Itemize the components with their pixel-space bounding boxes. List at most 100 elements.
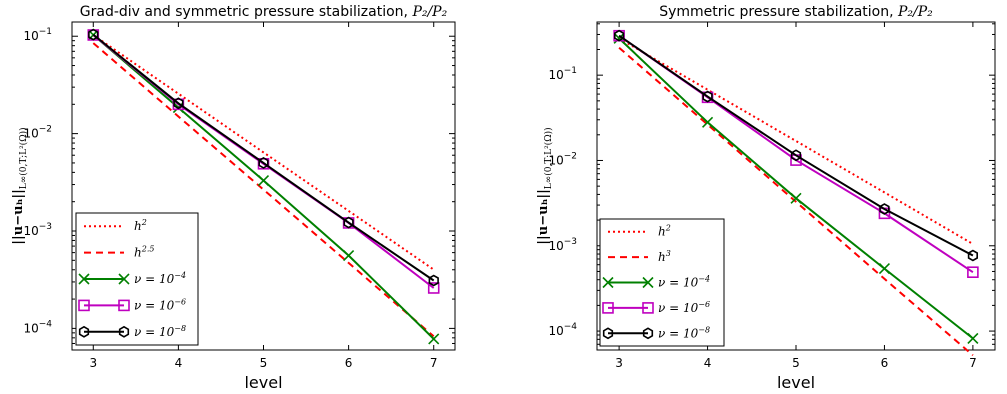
y-tick-exponent: −1 <box>564 66 577 76</box>
series-1 <box>618 37 974 245</box>
data-point <box>790 149 802 162</box>
data-point <box>702 90 713 103</box>
data-point <box>701 116 714 128</box>
legend-label-name: ν = 10 <box>658 326 699 340</box>
legend-label-sup: 3 <box>666 249 671 258</box>
data-point <box>428 333 440 345</box>
series-line <box>618 37 974 245</box>
legend-label: ν = 10−4 <box>658 275 710 290</box>
y-tick-base: 10 <box>548 239 563 253</box>
y-tick-base: 10 <box>23 127 38 141</box>
y-axis-label: ||u−uₕ||L∞(0,T;L²(Ω)) <box>11 127 29 244</box>
y-tick-exponent: −1 <box>39 27 52 37</box>
series-1 <box>92 34 435 271</box>
chart-title-text: Grad-div and symmetric pressure stabiliz… <box>80 4 413 20</box>
y-tick-exponent: −3 <box>39 222 52 232</box>
legend-label-name: h <box>134 246 142 260</box>
legend-label-sup: −8 <box>698 325 710 334</box>
legend-label: ν = 10−4 <box>134 271 186 286</box>
legend-label: h2 <box>134 218 147 233</box>
series-line <box>618 34 974 257</box>
y-tick-base: 10 <box>23 224 38 238</box>
data-point <box>879 203 890 215</box>
data-point <box>878 263 891 275</box>
data-point <box>967 266 979 278</box>
legend-marker <box>642 276 654 289</box>
legend-marker <box>78 325 90 338</box>
legend-label-name: h <box>134 219 142 233</box>
legend-label-sup: −4 <box>174 271 186 280</box>
chart-title: Grad-div and symmetric pressure stabiliz… <box>80 4 448 20</box>
legend-label: h2.5 <box>134 245 154 260</box>
legend-marker <box>642 327 654 340</box>
data-point <box>790 192 802 204</box>
x-tick-label: 5 <box>792 356 800 370</box>
y-tick-label: 10−4 <box>23 319 52 335</box>
legend-label: h2 <box>658 224 671 239</box>
legend-marker <box>602 276 614 289</box>
y-axis-label-main: ||u−uₕ|| <box>11 189 26 245</box>
x-tick-label: 7 <box>969 356 977 370</box>
legend-marker <box>602 327 614 340</box>
x-tick-label: 6 <box>881 356 889 370</box>
y-tick-exponent: −2 <box>39 125 52 135</box>
x-tick-label: 6 <box>345 356 353 370</box>
y-tick-label: 10−3 <box>23 222 52 238</box>
legend-label-name: ν = 10 <box>658 276 699 290</box>
legend-marker <box>118 273 130 285</box>
legend-label: h3 <box>658 249 671 264</box>
chart-title: Symmetric pressure stabilization, P₂/P₂ <box>659 4 933 20</box>
data-point <box>257 174 270 187</box>
legend-label-sup: 2 <box>141 218 147 227</box>
legend-label-sup: −6 <box>174 297 186 306</box>
legend-marker <box>642 302 654 314</box>
x-axis-label: level <box>244 373 282 392</box>
y-axis-label: ||u−uₕ||L∞(0,T;L²(Ω)) <box>536 127 554 244</box>
data-point <box>343 216 354 229</box>
y-tick-base: 10 <box>548 153 563 167</box>
y-tick-exponent: −2 <box>564 151 577 161</box>
data-point <box>173 97 184 110</box>
legend-marker <box>118 325 130 338</box>
chart-title-math: P₂/P₂ <box>897 4 933 20</box>
y-tick-base: 10 <box>23 321 38 335</box>
y-tick-base: 10 <box>548 324 563 338</box>
legend-label-name: h <box>658 250 666 264</box>
y-axis-label-subscript: L∞(0,T;L²(Ω)) <box>543 127 554 189</box>
data-point <box>967 249 979 262</box>
legend-label-sup: 2.5 <box>141 245 155 254</box>
y-tick-label: 10−2 <box>23 125 52 141</box>
series-5 <box>613 29 979 262</box>
data-point <box>613 32 625 44</box>
x-tick-label: 4 <box>704 356 712 370</box>
y-tick-base: 10 <box>23 29 38 43</box>
legend-label-sup: 2 <box>665 224 671 233</box>
y-tick-base: 10 <box>548 68 563 82</box>
legend-marker <box>602 302 614 314</box>
y-tick-label: 10−4 <box>548 322 577 338</box>
data-point <box>258 156 269 169</box>
y-tick-label: 10−3 <box>548 237 577 253</box>
data-point <box>428 274 439 287</box>
y-tick-exponent: −3 <box>564 237 577 247</box>
y-tick-label: 10−1 <box>23 27 52 43</box>
y-tick-exponent: −4 <box>39 319 53 329</box>
legend-label-name: ν = 10 <box>134 325 175 339</box>
series-line <box>92 33 435 282</box>
x-tick-label: 3 <box>615 356 623 370</box>
legend-label-sup: −8 <box>174 324 186 333</box>
data-point <box>343 249 355 262</box>
legend-label: ν = 10−8 <box>658 325 710 340</box>
y-tick-label: 10−1 <box>548 66 577 82</box>
y-axis-label-subscript: L∞(0,T;L²(Ω)) <box>18 127 29 189</box>
legend-label-name: ν = 10 <box>658 301 699 315</box>
x-tick-label: 7 <box>430 356 438 370</box>
x-axis-label: level <box>777 373 815 392</box>
series-line <box>92 34 435 271</box>
x-tick-label: 3 <box>89 356 97 370</box>
